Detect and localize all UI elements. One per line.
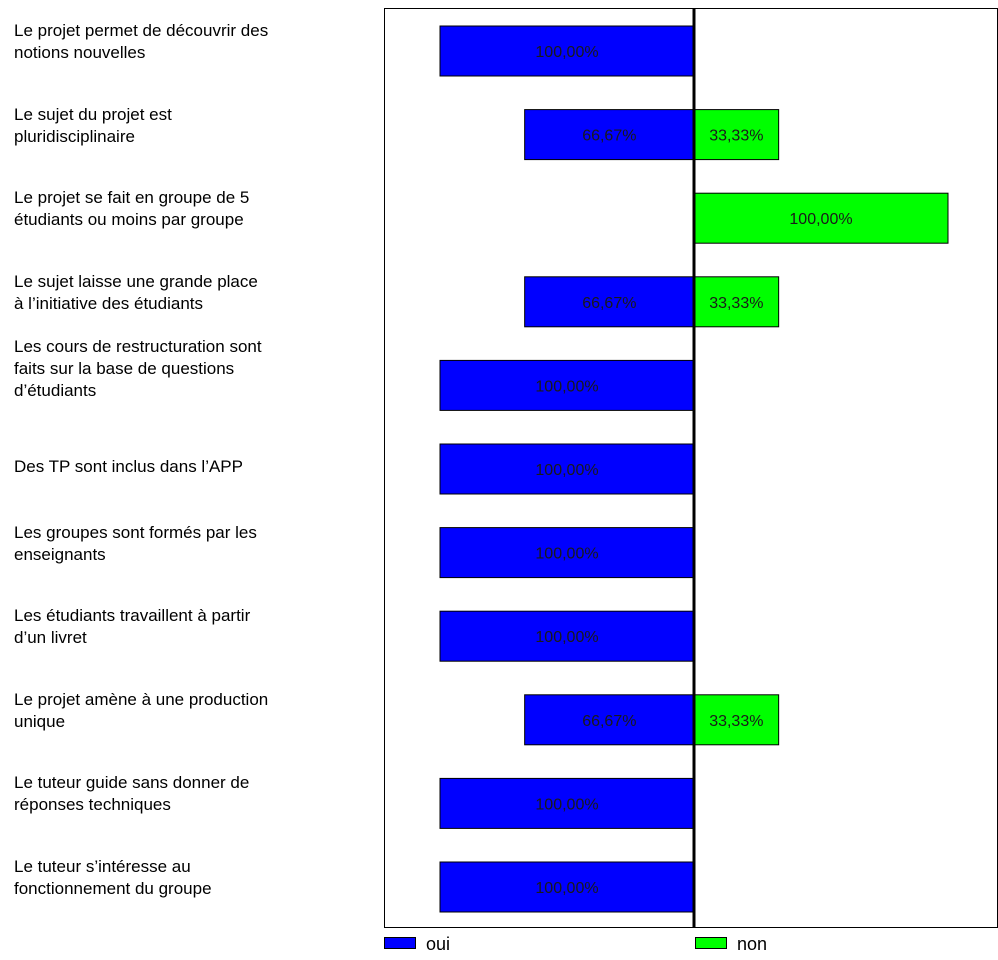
category-label: Le sujet laisse une grande place à l’init… [14,271,258,313]
data-label-oui: 100,00% [535,44,598,61]
bar-non [693,109,780,161]
data-label-non: 33,33% [709,128,763,145]
bar-non [693,276,780,328]
bar-non [693,694,780,746]
data-label-oui: 100,00% [535,378,598,395]
legend-label-oui: oui [426,934,451,954]
data-label-oui: 100,00% [535,796,598,813]
data-label-non: 33,33% [709,713,763,730]
category-label: Des TP sont inclus dans l’APP [14,457,243,476]
legend-swatch-non [695,937,727,949]
bar-oui [439,25,695,77]
bar-oui [524,276,695,328]
data-label-oui: 66,67% [582,128,636,145]
data-label-oui: 100,00% [535,546,598,563]
category-label: Les étudiants travaillent à partir d’un l… [14,606,251,648]
bar-oui [439,359,695,411]
bar-oui [439,527,695,579]
legend-swatch-oui [384,937,416,949]
category-label: Les cours de restructuration sont faits s… [14,337,262,401]
category-label: Le tuteur s’intéresse au fonctionnement d… [14,857,212,898]
category-label: Le projet amène à une production unique [14,689,269,731]
bar-oui [439,861,695,913]
data-label-oui: 100,00% [535,880,598,897]
data-label-non: 33,33% [709,295,763,312]
category-label: Le projet se fait en groupe de 5 étudiant… [14,188,250,230]
data-label-oui: 66,67% [582,713,636,730]
category-label: Les groupes sont formés par les enseignan… [14,522,257,564]
bar-oui [524,694,695,746]
bar-non [693,192,949,244]
data-label-oui: 100,00% [535,462,598,479]
data-label-non: 100,00% [789,211,852,228]
category-label: Le sujet du projet est pluridisciplinaire [14,104,172,146]
bar-oui [439,443,695,495]
category-label: Le projet permet de découvrir des notions… [14,21,269,62]
category-label: Le tuteur guide sans donner de réponses t… [14,773,250,815]
data-label-oui: 66,67% [582,295,636,312]
bar-oui [439,610,695,662]
legend-label-non: non [737,934,768,954]
data-label-oui: 100,00% [535,629,598,646]
